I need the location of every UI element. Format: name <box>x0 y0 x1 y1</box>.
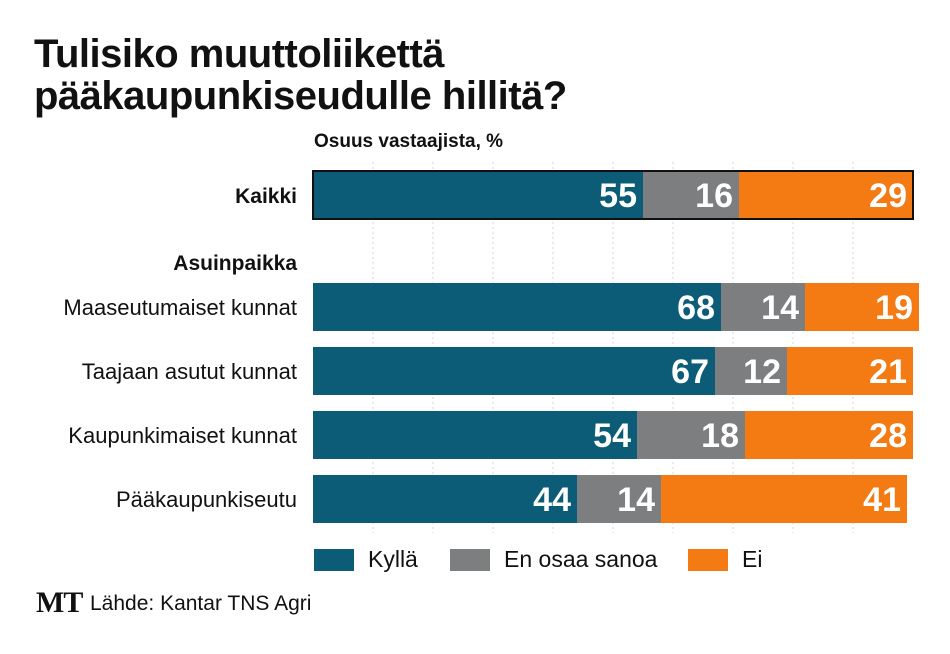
legend-label-kylla: Kyllä <box>368 546 418 572</box>
data-label-ei-paakaupunkiseutu: 41 <box>863 481 901 519</box>
data-label-ei-maaseutumaiset-kunnat: 19 <box>875 289 913 327</box>
bar-en-osaa-sanoa-kaikki <box>643 171 739 219</box>
data-label-ei-kaupunkimaiset-kunnat: 28 <box>869 417 907 455</box>
data-label-en-osaa-sanoa-taajaan-asutut-kunnat: 12 <box>743 353 781 391</box>
data-label-kylla-taajaan-asutut-kunnat: 67 <box>671 353 709 391</box>
category-label-maaseutumaiset-kunnat: Maaseutumaiset kunnat <box>63 295 297 320</box>
group-heading: Asuinpaikka <box>173 252 297 275</box>
data-label-en-osaa-sanoa-paakaupunkiseutu: 14 <box>617 481 655 519</box>
data-label-ei-taajaan-asutut-kunnat: 21 <box>869 353 907 391</box>
bar-ei-maaseutumaiset-kunnat <box>805 283 919 331</box>
bar-kylla-paakaupunkiseutu <box>313 475 577 523</box>
category-label-kaupunkimaiset-kunnat: Kaupunkimaiset kunnat <box>68 423 297 448</box>
category-label-taajaan-asutut-kunnat: Taajaan asutut kunnat <box>82 359 297 384</box>
legend-swatch-en-osaa-sanoa <box>450 549 490 571</box>
data-label-en-osaa-sanoa-kaikki: 16 <box>695 177 733 215</box>
data-label-kylla-paakaupunkiseutu: 44 <box>533 481 571 519</box>
chart-title-line-1: Tulisiko muuttoliikettä <box>34 32 445 76</box>
legend-label-en-osaa-sanoa: En osaa sanoa <box>504 546 658 572</box>
bar-en-osaa-sanoa-taajaan-asutut-kunnat <box>715 347 787 395</box>
bar-kylla-kaupunkimaiset-kunnat <box>313 411 637 459</box>
bar-kylla-taajaan-asutut-kunnat <box>313 347 715 395</box>
category-label-kaikki: Kaikki <box>235 185 297 208</box>
bar-en-osaa-sanoa-kaupunkimaiset-kunnat <box>637 411 745 459</box>
legend-label-ei: Ei <box>742 546 763 572</box>
bar-ei-kaupunkimaiset-kunnat <box>745 411 913 459</box>
category-label-paakaupunkiseutu: Pääkaupunkiseutu <box>116 487 297 512</box>
data-label-kylla-kaupunkimaiset-kunnat: 54 <box>593 417 631 455</box>
bar-ei-paakaupunkiseutu <box>661 475 907 523</box>
total-bar-outline <box>312 170 914 220</box>
legend-swatch-ei <box>688 549 728 571</box>
data-label-en-osaa-sanoa-kaupunkimaiset-kunnat: 18 <box>701 417 739 455</box>
data-label-en-osaa-sanoa-maaseutumaiset-kunnat: 14 <box>761 289 799 327</box>
chart-title-line-2: pääkaupunkiseudulle hillitä? <box>34 74 567 118</box>
data-label-kylla-kaikki: 55 <box>599 177 637 215</box>
legend-swatch-kylla <box>314 549 354 571</box>
source-note: Lähde: Kantar TNS Agri <box>90 592 312 615</box>
bar-en-osaa-sanoa-maaseutumaiset-kunnat <box>721 283 805 331</box>
chart-subtitle: Osuus vastaajista, % <box>314 131 504 152</box>
mt-logo: MT <box>36 586 83 619</box>
data-label-kylla-maaseutumaiset-kunnat: 68 <box>677 289 715 327</box>
bar-kylla-maaseutumaiset-kunnat <box>313 283 721 331</box>
bar-ei-kaikki <box>739 171 913 219</box>
data-label-ei-kaikki: 29 <box>869 177 907 215</box>
bar-ei-taajaan-asutut-kunnat <box>787 347 913 395</box>
bar-en-osaa-sanoa-paakaupunkiseutu <box>577 475 661 523</box>
bar-kylla-kaikki <box>313 171 643 219</box>
